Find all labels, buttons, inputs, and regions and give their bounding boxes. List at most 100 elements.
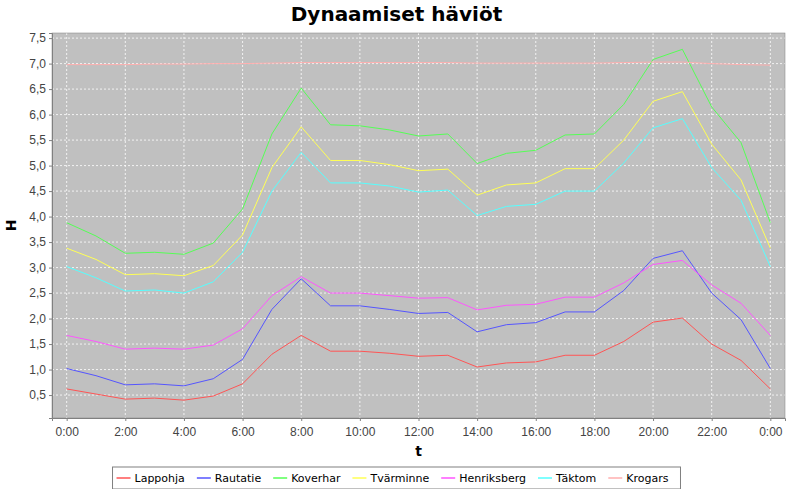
y-tick-label: 6,5 [29, 82, 46, 96]
y-tick-mark [49, 166, 52, 167]
x-tick-label: 2:00 [114, 425, 138, 439]
plot-frame [52, 33, 785, 418]
y-tick: 2,0 [29, 312, 52, 326]
x-tick-label: 4:00 [173, 425, 197, 439]
grid-line-y [52, 395, 785, 396]
grid-line-y [52, 89, 785, 90]
x-tick-label: 14:00 [463, 425, 493, 439]
y-tick-mark [49, 242, 52, 243]
series-line [67, 260, 771, 349]
grid-line-x [125, 33, 126, 418]
x-tick-mark [67, 418, 68, 421]
y-tick: 3,5 [29, 235, 52, 249]
y-tick-label: 4,5 [29, 184, 46, 198]
x-tick: 16:00 [521, 418, 551, 439]
y-tick: 6,5 [29, 82, 52, 96]
series-line [67, 92, 771, 276]
x-tick-label: 12:00 [404, 425, 434, 439]
legend-label: Koverhar [291, 472, 341, 485]
x-tick-mark [770, 418, 771, 421]
x-axis-title: t [415, 443, 422, 459]
legend-swatch [352, 477, 366, 479]
y-tick-label: 7,5 [29, 31, 46, 45]
y-tick: 5,0 [29, 159, 52, 173]
x-tick-label: 20:00 [639, 425, 669, 439]
legend-item: Tvärminne [352, 472, 429, 485]
grid-line-x [711, 33, 712, 418]
series-line [67, 62, 771, 65]
x-axis: 0:002:004:006:008:0010:0012:0014:0016:00… [53, 418, 786, 439]
grid-line-y [52, 369, 785, 370]
x-tick: 18:00 [580, 418, 610, 439]
legend-item: Koverhar [273, 472, 341, 485]
legend-swatch [273, 477, 287, 479]
legend-swatch [441, 477, 455, 479]
legend-swatch [608, 477, 622, 479]
legend-box [113, 467, 681, 489]
x-tick-mark [301, 418, 302, 421]
y-tick-mark [49, 370, 52, 371]
y-tick-label: 5,5 [29, 133, 46, 147]
legend: LappohjaRautatieKoverharTvärminneHenriks… [113, 467, 681, 489]
x-tick-label: 18:00 [580, 425, 610, 439]
grid-line-x [183, 33, 184, 418]
legend-item: Täktom [538, 472, 596, 485]
x-tick-mark [243, 418, 244, 421]
y-tick-label: 1,5 [29, 337, 46, 351]
legend-label: Tvärminne [369, 472, 429, 485]
y-tick: 0,5 [29, 388, 52, 402]
x-tick: 12:00 [404, 418, 434, 439]
grid-line-x [418, 33, 419, 418]
x-tick-label: 0:00 [55, 425, 79, 439]
x-tick: 2:00 [114, 418, 138, 439]
x-tick: 4:00 [173, 418, 197, 439]
grid-line-x [359, 33, 360, 418]
x-tick-mark [184, 418, 185, 421]
grid-line-x [242, 33, 243, 418]
grid-line-x [770, 33, 771, 418]
y-tick-label: 4,0 [29, 210, 46, 224]
x-tick-label: 10:00 [345, 425, 375, 439]
x-tick: 20:00 [639, 418, 669, 439]
series-group [67, 49, 771, 400]
grid-line-x [301, 33, 302, 418]
grid-line-x [477, 33, 478, 418]
y-tick: 7,0 [29, 57, 52, 71]
grid-line-x [66, 33, 67, 418]
y-tick: 7,5 [29, 31, 52, 45]
x-tick: 14:00 [463, 418, 493, 439]
x-tick-label: 6:00 [231, 425, 255, 439]
grid-line-y [52, 165, 785, 166]
y-tick: 1,5 [29, 337, 52, 351]
x-tick-mark [477, 418, 478, 421]
y-tick: 4,5 [29, 184, 52, 198]
grid-line-y [52, 140, 785, 141]
legend-swatch [538, 477, 552, 479]
y-tick: 3,0 [29, 261, 52, 275]
grid-line-y [52, 242, 785, 243]
x-tick-mark [712, 418, 713, 421]
legend-label: Henriksberg [459, 472, 526, 485]
y-tick: 2,5 [29, 286, 52, 300]
y-tick-label: 0,5 [29, 388, 46, 402]
y-tick-mark [49, 268, 52, 269]
y-tick-mark [49, 395, 52, 396]
x-tick-mark [125, 418, 126, 421]
y-tick: 1,0 [29, 363, 52, 377]
x-tick-mark [419, 418, 420, 421]
legend-swatch [117, 477, 131, 479]
x-tick-mark [360, 418, 361, 421]
grid-line-y [52, 344, 785, 345]
x-axis-line [53, 419, 786, 422]
series-line [67, 119, 771, 293]
grid-line-y [52, 267, 785, 268]
x-tick-label: 22:00 [697, 425, 727, 439]
grid-line-y [52, 191, 785, 192]
grid-line-y [52, 216, 785, 217]
y-tick-label: 7,0 [29, 57, 46, 71]
x-tick: 0:00 [759, 418, 783, 439]
y-tick-mark [49, 140, 52, 141]
y-tick-label: 5,0 [29, 159, 46, 173]
y-tick-mark [49, 38, 52, 39]
y-tick-label: 2,0 [29, 312, 46, 326]
